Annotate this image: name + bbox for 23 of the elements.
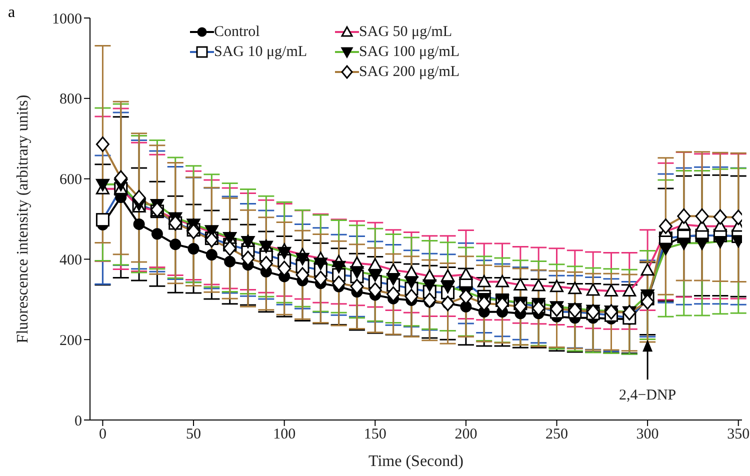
y-tick-label: 600 (60, 172, 82, 188)
x-axis-title: Time (Second) (368, 453, 464, 470)
annotation: 2,4−DNP (618, 388, 676, 404)
y-tick-label: 800 (60, 92, 82, 108)
y-tick-label: 0 (74, 413, 82, 430)
y-tick-label: 1000 (52, 11, 82, 28)
legend-label: SAG 50 μg/mL (359, 24, 452, 40)
y-axis-title: Fluorescence intensity (arbitrary units) (14, 94, 32, 344)
x-tick-label: 350 (727, 426, 750, 443)
legend-label: Control (214, 24, 260, 40)
x-tick-label: 300 (636, 426, 659, 443)
y-tick-label: 400 (60, 252, 82, 269)
x-tick-label: 150 (364, 426, 386, 443)
legend-label: SAG 200 μg/mL (359, 64, 460, 80)
legend-label: SAG 100 μg/mL (359, 44, 460, 60)
x-tick-label: 100 (273, 426, 296, 443)
y-tick-label: 200 (60, 332, 82, 349)
x-tick-label: 50 (186, 426, 202, 443)
x-tick-label: 250 (546, 426, 568, 443)
legend-label: SAG 10 μg/mL (214, 44, 308, 60)
x-tick-label: 0 (98, 426, 106, 443)
x-tick-label: 200 (454, 426, 478, 443)
text: a (8, 4, 16, 22)
